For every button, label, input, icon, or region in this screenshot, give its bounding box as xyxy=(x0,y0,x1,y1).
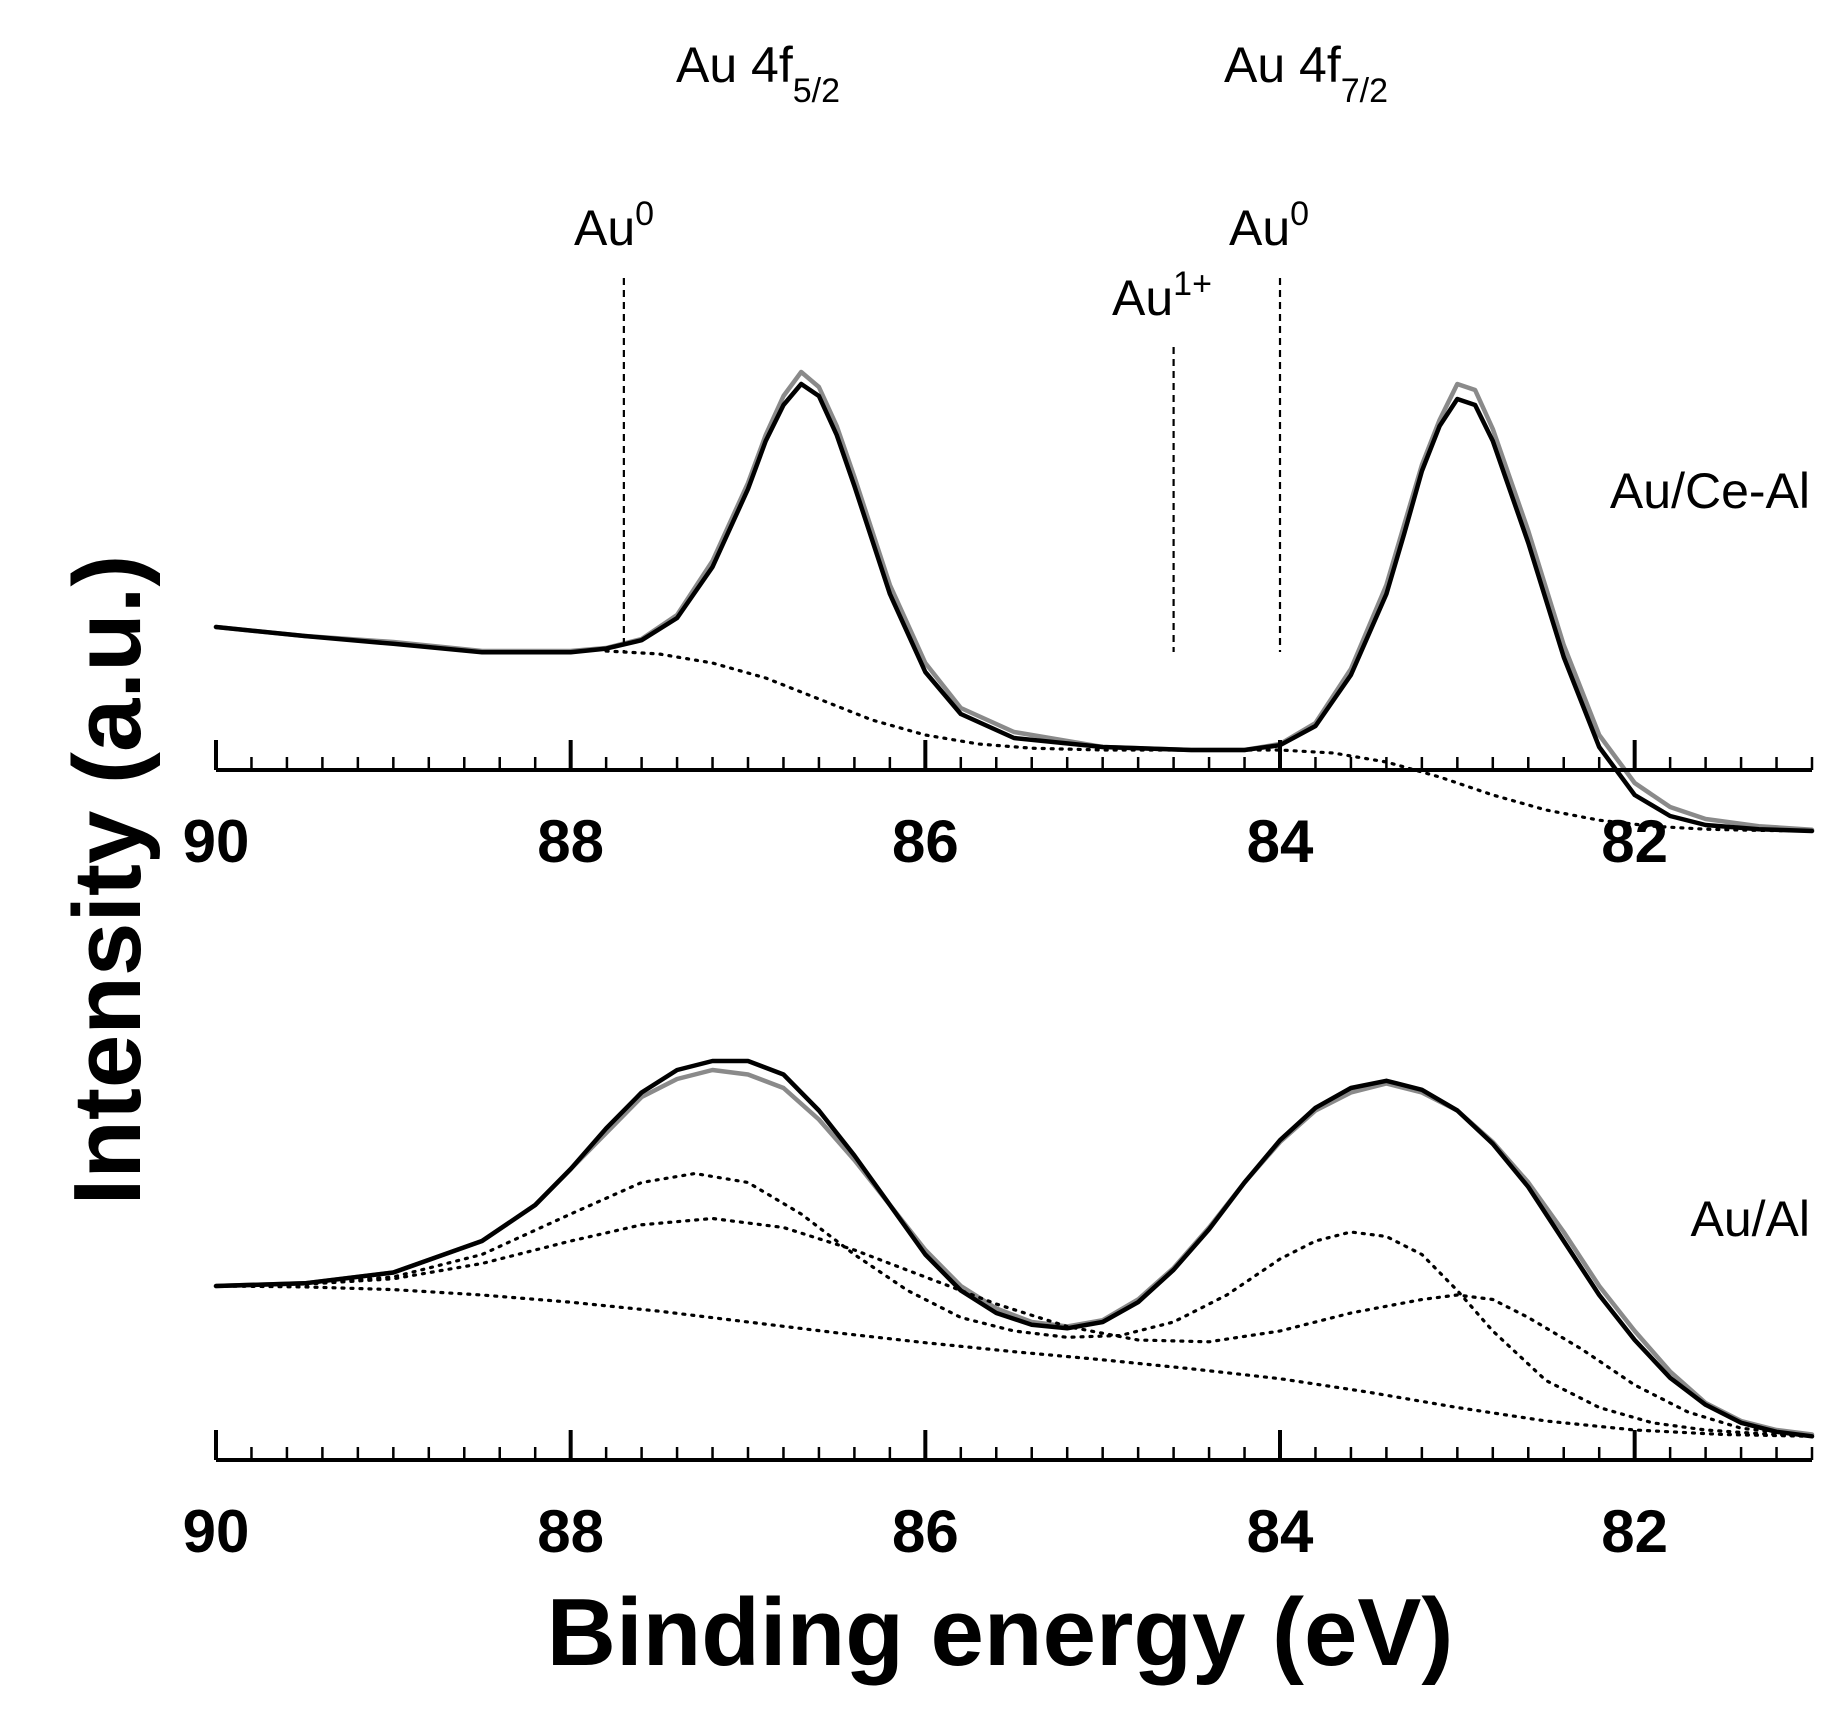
panel-au-al-axis: 90 88 86 84 82 xyxy=(183,1430,1814,1565)
reference-lines xyxy=(622,278,1282,652)
series-au-al-background xyxy=(214,1284,1814,1438)
tick-label-86: 86 xyxy=(892,808,959,875)
annotation-au-4f-7-2: Au 4f7/2 xyxy=(1224,37,1388,110)
panel-au-ce-al: Au/Ce-Al 90 88 86 84 82 xyxy=(183,369,1815,875)
series-au-ce-al-experimental xyxy=(213,369,1815,833)
panel-au-al-label: Au/Al xyxy=(1690,1191,1810,1247)
tick-label-84: 84 xyxy=(1247,1498,1314,1565)
tick-label-86: 86 xyxy=(892,1498,959,1565)
panel-au-ce-al-axis: 90 88 86 84 82 xyxy=(183,740,1814,875)
annotation-au0-low: Au0 xyxy=(1229,195,1309,256)
series-au-al-fit-envelope xyxy=(213,1058,1815,1439)
panel-au-al: Au/Al 90 88 86 84 82 xyxy=(183,1058,1815,1565)
annotation-au0-high: Au0 xyxy=(574,195,654,256)
annotation-au-4f-5-2: Au 4f5/2 xyxy=(676,37,840,110)
series-au-ce-al-fit-envelope xyxy=(213,381,1815,834)
tick-label-82: 82 xyxy=(1601,1498,1668,1565)
tick-label-82: 82 xyxy=(1601,808,1668,875)
panel-au-al-plot xyxy=(213,1058,1815,1439)
tick-label-90: 90 xyxy=(183,1498,250,1565)
tick-label-88: 88 xyxy=(537,1498,604,1565)
series-au-al-au0-component xyxy=(214,1171,1814,1438)
tick-label-84: 84 xyxy=(1247,808,1314,875)
series-au-ce-al-background xyxy=(604,649,1814,833)
y-axis-title: Intensity (a.u.) xyxy=(54,555,161,1206)
panel-au-ce-al-plot xyxy=(213,369,1815,834)
x-axis-title: Binding energy (eV) xyxy=(547,1579,1454,1686)
tick-label-88: 88 xyxy=(537,808,604,875)
series-au-al-au1-component xyxy=(214,1216,1814,1438)
annotation-au1-plus: Au1+ xyxy=(1112,265,1212,326)
panel-au-ce-al-label: Au/Ce-Al xyxy=(1610,463,1810,519)
tick-label-90: 90 xyxy=(183,808,250,875)
